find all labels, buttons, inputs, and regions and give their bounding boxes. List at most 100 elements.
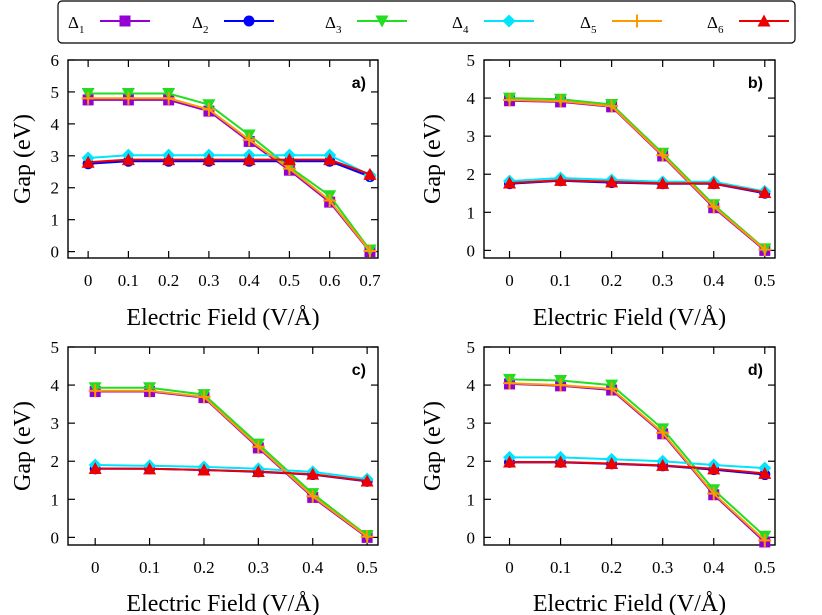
x-tick-label: 0.3 [652, 271, 673, 290]
data-point-d6 [162, 153, 176, 166]
data-point-d6 [202, 153, 216, 166]
y-tick-label: 6 [51, 51, 60, 70]
legend: Δ1 Δ2 Δ3 Δ4 Δ5 Δ6 [57, 0, 796, 44]
data-point-d5 [605, 99, 619, 113]
data-point-d6 [758, 186, 772, 199]
x-axis-label: Electric Field (V/Å) [126, 305, 319, 331]
series-line-d5 [88, 97, 371, 252]
panel-d: 0 1 2 3 4 5 0 0.1 0.2 0.3 0.4 0.5 Gap (eV) Electric F… [420, 338, 776, 615]
series-line-d5 [95, 389, 368, 538]
series-line-d6 [88, 158, 371, 176]
data-point-d6 [306, 467, 320, 480]
series-line-d1 [88, 98, 371, 253]
series-line-d3 [95, 386, 368, 537]
data-point-d6 [282, 153, 296, 166]
y-tick-label: 1 [467, 490, 476, 509]
y-tick-label: 4 [51, 376, 60, 395]
series-line-d5 [509, 99, 766, 251]
data-point-d6 [605, 457, 619, 470]
x-tick-label: 0.2 [601, 271, 622, 290]
y-axis-label: Gap (eV) [420, 401, 446, 491]
y-tick-label: 5 [51, 338, 60, 357]
y-tick-label: 5 [467, 51, 476, 70]
y-tick-label: 3 [51, 414, 60, 433]
data-point-d6 [81, 155, 95, 168]
y-tick-label: 2 [467, 452, 476, 471]
data-point-d5 [707, 487, 721, 501]
data-point-d5 [656, 148, 670, 162]
x-tick-label: 0.4 [302, 558, 324, 577]
series-line-d3 [509, 378, 766, 537]
x-axis-label: Electric Field (V/Å) [533, 591, 726, 615]
series-line-d3 [509, 97, 766, 250]
x-tick-label: 0.1 [118, 271, 139, 290]
series-line-d4 [88, 154, 371, 176]
x-tick-label: 0.5 [356, 558, 377, 577]
data-point-d5 [605, 382, 619, 396]
y-tick-label: 4 [467, 376, 476, 395]
y-axis-label: Gap (eV) [420, 114, 446, 204]
legend-label-d2: Δ2 [192, 13, 208, 36]
y-tick-label: 0 [51, 243, 60, 262]
x-axis-label: Electric Field (V/Å) [126, 591, 319, 615]
y-axis-label: Gap (eV) [10, 401, 36, 491]
legend-label-d3: Δ3 [325, 13, 342, 36]
y-tick-label: 1 [467, 203, 476, 222]
data-point-d5 [758, 533, 772, 547]
x-tick-label: 0.6 [319, 271, 340, 290]
data-point-d5 [554, 378, 568, 392]
data-point-d5 [363, 244, 377, 258]
x-tick-label: 0.2 [601, 558, 622, 577]
data-point-d5 [242, 133, 256, 147]
x-axis-label: Electric Field (V/Å) [533, 305, 726, 331]
x-tick-label: 0.4 [703, 558, 725, 577]
data-point-d6 [707, 462, 721, 475]
panel-b: 0 1 2 3 4 5 0 0.1 0.2 0.3 0.4 0.5 Gap (eV) Electric F… [420, 51, 776, 331]
data-point-d5 [81, 91, 95, 105]
y-tick-label: 5 [51, 83, 60, 102]
y-tick-label: 4 [467, 89, 476, 108]
x-tick-label: 0.3 [198, 271, 219, 290]
x-tick-label: 0.1 [550, 558, 571, 577]
panel-a: 0 1 2 3 4 5 6 0 0.1 0.2 0.3 0.4 0.5 0.6 0.7 Gap (eV) Ele… [10, 51, 381, 331]
data-point-d6 [554, 455, 568, 468]
series-line-d4 [509, 456, 765, 470]
series-line-d4 [95, 464, 368, 481]
legend-label-d5: Δ5 [580, 13, 597, 36]
y-tick-label: 3 [51, 147, 60, 166]
y-axis-label: Gap (eV) [10, 114, 36, 204]
x-tick-label: 0 [91, 558, 100, 577]
data-point-d6 [758, 466, 772, 479]
data-point-d6 [251, 465, 265, 478]
x-tick-label: 0.7 [359, 271, 381, 290]
x-tick-label: 0.2 [193, 558, 214, 577]
panel-c: 0 1 2 3 4 5 0 0.1 0.2 0.3 0.4 0.5 Gap (eV) Electric F… [10, 338, 379, 615]
data-point-d5 [360, 530, 374, 544]
y-tick-label: 2 [51, 179, 60, 198]
data-point-d5 [758, 243, 772, 257]
data-point-d5 [88, 384, 102, 398]
plot-frame [67, 346, 379, 546]
plot-frame [483, 346, 776, 546]
data-point-d5 [323, 194, 337, 208]
legend-label-d6: Δ6 [707, 13, 724, 36]
data-point-d5 [251, 440, 265, 454]
data-point-d6 [121, 153, 135, 166]
legend-marker-d1 [119, 15, 131, 27]
panel-label: b) [748, 75, 763, 92]
panel-label: a) [352, 75, 366, 92]
legend-label-d1: Δ1 [68, 13, 84, 36]
plot-frame [483, 59, 776, 259]
legend-marker-d5 [630, 14, 644, 28]
x-tick-label: 0.5 [279, 271, 300, 290]
y-tick-label: 2 [467, 165, 476, 184]
x-tick-label: 0.3 [652, 558, 673, 577]
y-tick-label: 1 [51, 211, 60, 230]
x-tick-label: 0.4 [239, 271, 261, 290]
data-point-d6 [88, 461, 102, 474]
series-line-d6 [509, 179, 765, 194]
x-tick-label: 0.2 [158, 271, 179, 290]
x-tick-label: 0 [505, 558, 514, 577]
data-point-d5 [121, 91, 135, 105]
